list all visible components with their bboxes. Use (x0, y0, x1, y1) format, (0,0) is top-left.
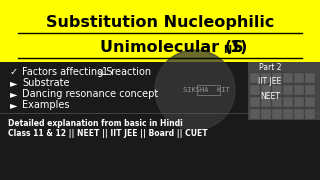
FancyBboxPatch shape (250, 73, 260, 82)
Text: Detailed explanation from basic in Hindi: Detailed explanation from basic in Hindi (8, 118, 183, 127)
Text: ►: ► (10, 100, 18, 110)
FancyBboxPatch shape (260, 84, 270, 95)
FancyBboxPatch shape (260, 73, 270, 82)
Text: Substrate: Substrate (22, 78, 69, 88)
FancyBboxPatch shape (271, 73, 282, 82)
FancyBboxPatch shape (283, 84, 292, 95)
FancyBboxPatch shape (293, 84, 303, 95)
FancyBboxPatch shape (0, 0, 320, 62)
Text: Factors affecting S: Factors affecting S (22, 67, 113, 77)
FancyBboxPatch shape (283, 109, 292, 118)
FancyBboxPatch shape (305, 84, 315, 95)
Text: ►: ► (10, 78, 18, 88)
FancyBboxPatch shape (305, 73, 315, 82)
Text: Examples: Examples (22, 100, 69, 110)
Text: 1 reaction: 1 reaction (102, 67, 151, 77)
FancyBboxPatch shape (293, 96, 303, 107)
Text: ✓: ✓ (10, 67, 18, 77)
FancyBboxPatch shape (248, 62, 320, 120)
FancyBboxPatch shape (260, 96, 270, 107)
FancyBboxPatch shape (271, 96, 282, 107)
FancyBboxPatch shape (250, 96, 260, 107)
FancyBboxPatch shape (293, 109, 303, 118)
Text: Unimolecular (S: Unimolecular (S (100, 39, 244, 55)
Text: N: N (98, 71, 103, 76)
FancyBboxPatch shape (293, 73, 303, 82)
FancyBboxPatch shape (283, 73, 292, 82)
Text: ►: ► (10, 89, 18, 99)
Text: Part 2
IIT JEE
NEET: Part 2 IIT JEE NEET (258, 63, 282, 101)
Text: Dancing resonance concept: Dancing resonance concept (22, 89, 158, 99)
FancyBboxPatch shape (271, 84, 282, 95)
FancyBboxPatch shape (283, 96, 292, 107)
Text: Class 11 & 12 || NEET || IIT JEE || Board || CUET: Class 11 & 12 || NEET || IIT JEE || Boar… (8, 129, 208, 138)
Text: Substitution Nucleophilic: Substitution Nucleophilic (46, 15, 274, 30)
Circle shape (155, 50, 235, 130)
FancyBboxPatch shape (250, 109, 260, 118)
FancyBboxPatch shape (260, 109, 270, 118)
FancyBboxPatch shape (271, 109, 282, 118)
FancyBboxPatch shape (305, 109, 315, 118)
FancyBboxPatch shape (305, 96, 315, 107)
Text: 1): 1) (229, 39, 247, 55)
FancyBboxPatch shape (250, 84, 260, 95)
Text: SIKSHA  KIT: SIKSHA KIT (183, 87, 230, 93)
Text: N: N (223, 45, 231, 55)
